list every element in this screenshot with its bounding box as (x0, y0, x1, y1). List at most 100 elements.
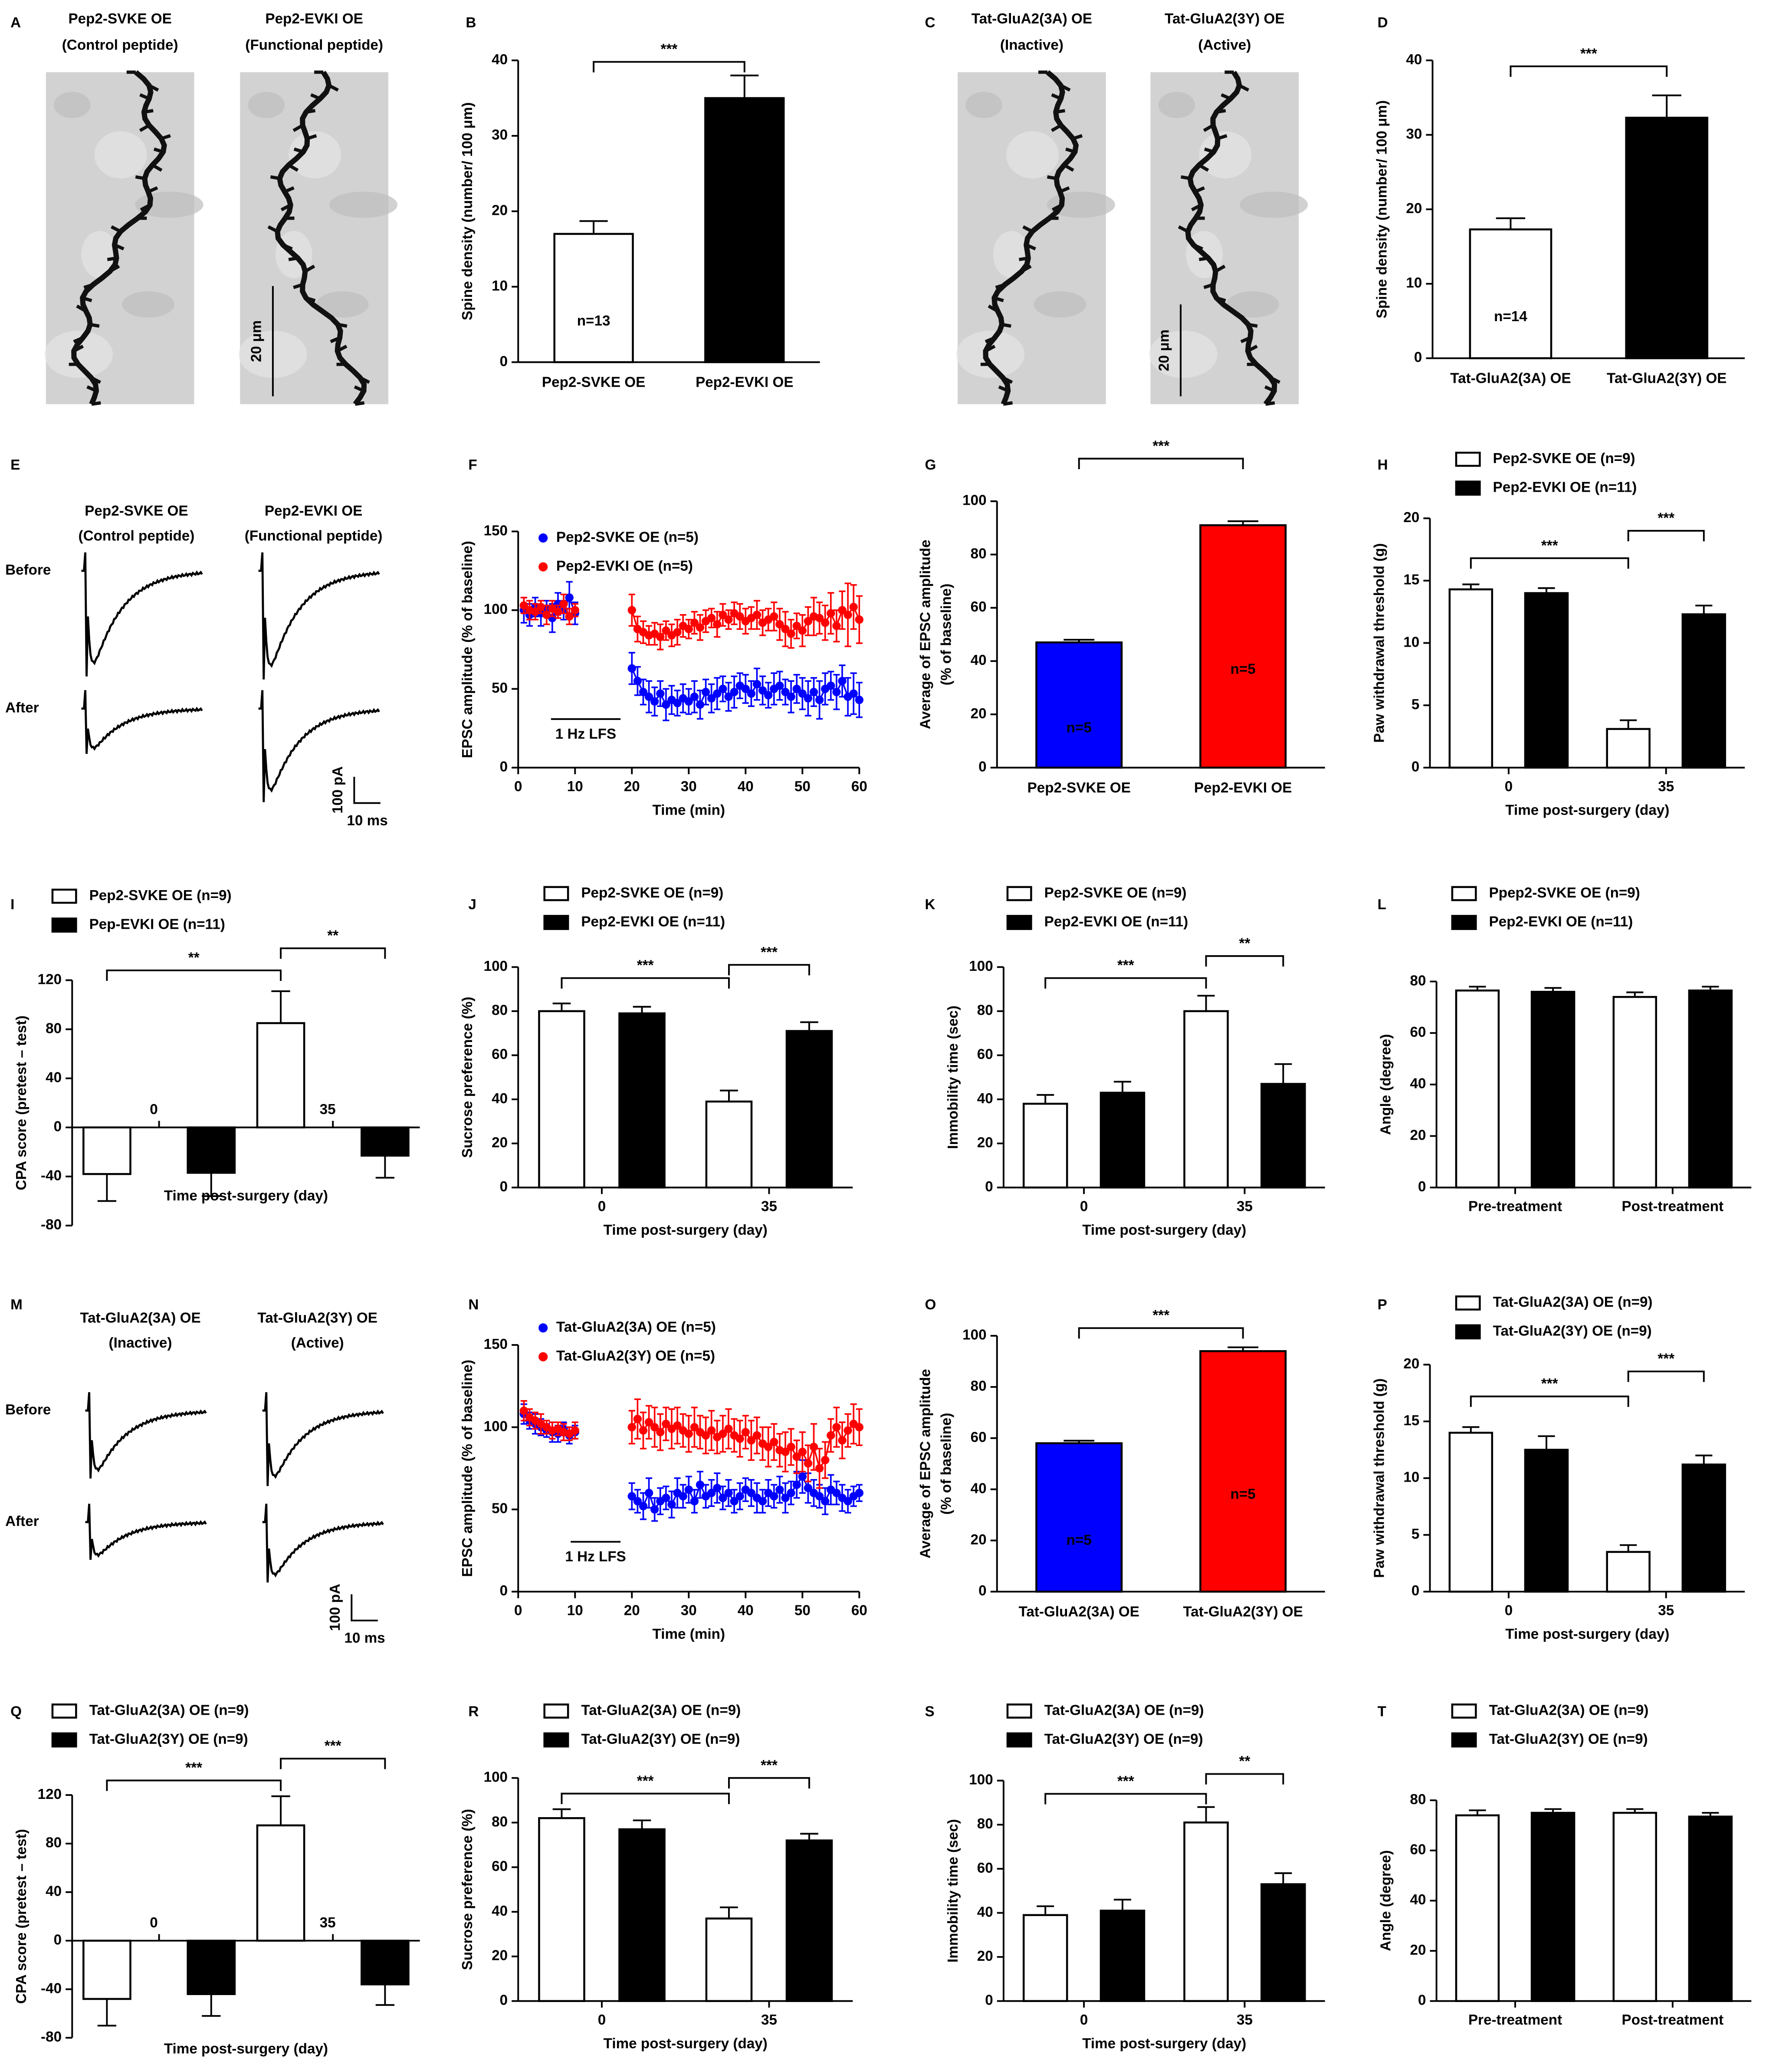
data-point (707, 1426, 716, 1435)
y-tick-label: 150 (484, 523, 508, 539)
y-tick-label: 20 (971, 1532, 987, 1548)
data-point (554, 607, 562, 616)
image-caption: (Active) (1198, 37, 1251, 53)
data-point (662, 1420, 670, 1428)
x-tick-label: 35 (1237, 1198, 1253, 1214)
y-tick-label: 80 (971, 1378, 987, 1394)
dendrite-spines (980, 70, 1083, 406)
data-point (809, 1443, 818, 1451)
y-axis-label: Sucrose preference (%) (459, 997, 476, 1158)
error-bar (1037, 1905, 1054, 1915)
panel-label: L (1378, 897, 1386, 913)
data-point (696, 623, 705, 632)
data-point (747, 1436, 756, 1445)
y-tick-label: 0 (985, 1179, 993, 1195)
data-point (713, 689, 722, 698)
bar (618, 1012, 666, 1189)
y-tick-label: 100 (962, 493, 986, 509)
data-point (798, 626, 807, 635)
bar (1688, 990, 1733, 1189)
bar (1524, 592, 1569, 769)
bar (1448, 588, 1493, 769)
data-point (798, 1472, 807, 1481)
micrograph-texture (1240, 191, 1308, 218)
x-tick-label: Pep2-SVKE OE (1027, 780, 1131, 796)
data-point (719, 1493, 727, 1502)
significance-label: *** (185, 1760, 202, 1776)
bar-text: n=5 (1231, 1486, 1256, 1502)
data-point (701, 1431, 710, 1440)
y-axis-label: Spine density (number/ 100 μm) (459, 102, 476, 321)
bar (1612, 996, 1657, 1189)
data-point (849, 602, 858, 611)
data-point (644, 692, 653, 701)
data-point (684, 1429, 693, 1438)
bar (538, 1817, 585, 2002)
data-point (719, 611, 727, 619)
y-tick-label: 60 (1410, 1842, 1426, 1858)
error-bar (1462, 1426, 1480, 1433)
bar (553, 233, 634, 363)
significance-bracket (1627, 1371, 1705, 1382)
significance-label: *** (1657, 510, 1674, 526)
y-tick-label: 60 (492, 1858, 508, 1874)
y-tick-label: 10 (1403, 634, 1419, 650)
x-tick-label: 50 (794, 779, 811, 795)
y-tick-label: -40 (41, 1980, 62, 1996)
significance-bracket (1205, 1773, 1284, 1785)
x-tick-label: 20 (624, 1603, 640, 1619)
y-tick-label: 0 (985, 1992, 993, 2009)
trace-row-label: After (5, 1513, 39, 1529)
data-point (804, 617, 813, 625)
data-point (827, 609, 835, 618)
x-tick-label: Pep2-EVKI OE (1194, 780, 1292, 796)
error-bar (1037, 1094, 1054, 1104)
y-axis-label: CPA score (pretest – test) (13, 1016, 30, 1190)
legend-marker (538, 1352, 548, 1361)
bar-text: n=13 (577, 313, 610, 329)
significance-label: ** (327, 928, 338, 944)
micrograph-texture (1034, 291, 1086, 318)
y-axis-label: (% of baseline) (939, 584, 955, 686)
bar (1260, 1083, 1306, 1189)
y-tick-label: 80 (46, 1020, 62, 1036)
legend-label: Pep2-EVKI OE (n=11) (581, 914, 725, 930)
y-tick-label: 10 (492, 278, 508, 294)
data-point (832, 1423, 841, 1432)
error-bar (1620, 1544, 1637, 1552)
x-tick-label: 60 (851, 779, 867, 795)
y-tick-label: 60 (977, 1046, 993, 1062)
y-tick-label: 0 (1411, 759, 1420, 775)
data-point (536, 602, 545, 611)
significance-label: *** (661, 41, 678, 57)
data-point (804, 694, 813, 703)
y-tick-label: 0 (54, 1932, 62, 1948)
data-point (542, 611, 551, 619)
data-point (690, 618, 699, 627)
panel-label: I (10, 897, 14, 913)
data-point (644, 1418, 653, 1427)
y-tick-label: 20 (1403, 510, 1419, 526)
legend-marker (538, 533, 548, 543)
y-tick-label: 50 (492, 1501, 508, 1517)
y-tick-label: 0 (500, 1179, 508, 1195)
data-point (792, 621, 801, 630)
data-point (565, 593, 574, 602)
data-point (633, 1414, 642, 1424)
bar-text: n=5 (1067, 1532, 1092, 1548)
error-bar (271, 990, 290, 1023)
legend-label: Pep2-SVKE OE (n=9) (1493, 450, 1635, 467)
legend-label: Tat-GluA2(3A) OE (n=9) (1489, 1702, 1649, 1718)
y-tick-label: 100 (969, 1772, 993, 1788)
y-axis-label: Immobility time (sec) (945, 1006, 961, 1149)
scale-bar (353, 776, 381, 804)
data-point (684, 625, 693, 634)
data-point (770, 1437, 778, 1447)
y-tick-label: 120 (38, 1786, 62, 1802)
bar (1606, 728, 1651, 769)
image-caption: (Inactive) (1000, 37, 1063, 53)
dendrite (275, 71, 367, 406)
x-axis-label: Time (min) (653, 1626, 725, 1642)
x-axis-label: Time post-surgery (day) (1082, 1222, 1246, 1238)
data-point (798, 689, 807, 698)
